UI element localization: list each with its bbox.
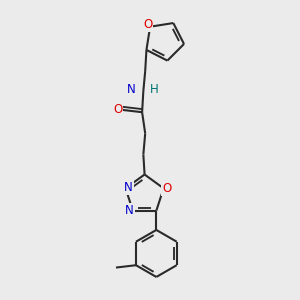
Text: O: O [143,18,152,32]
Text: N: N [124,181,133,194]
Text: O: O [162,182,171,195]
Text: N: N [125,204,134,217]
Text: O: O [113,103,122,116]
Text: N: N [127,83,135,96]
Text: H: H [149,83,158,96]
